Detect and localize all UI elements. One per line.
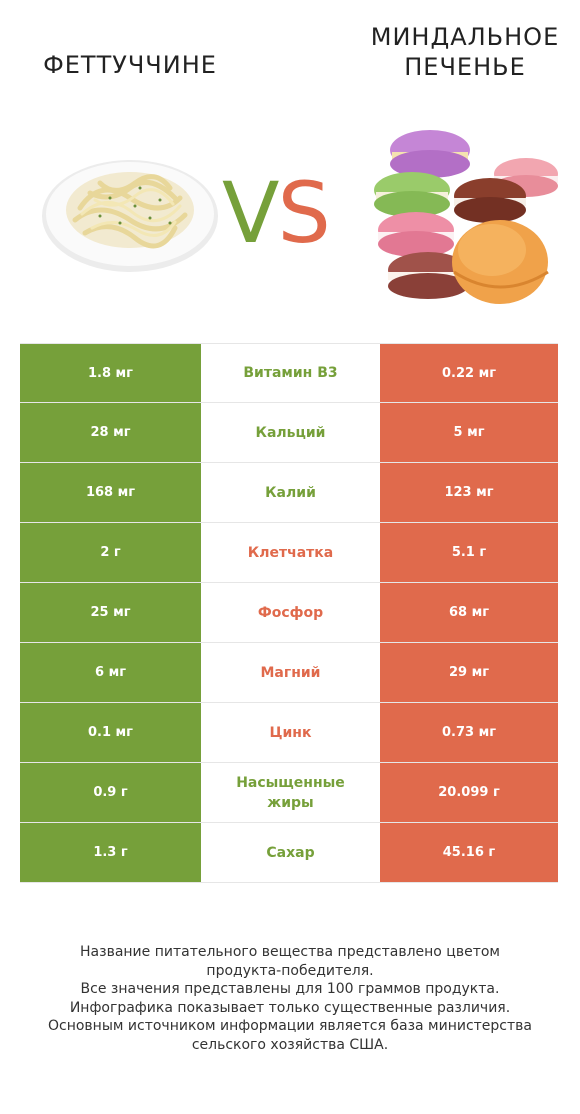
left-value: 25 мг [20, 583, 201, 642]
comparison-row: 28 мг Кальций 5 мг [20, 403, 558, 463]
left-value: 1.3 г [20, 823, 201, 882]
macarons-image [374, 130, 558, 304]
right-food-title-line1: МИНДАЛЬНОЕ [370, 23, 560, 51]
footer-line: Основным источником информации является … [48, 1018, 532, 1034]
left-value: 2 г [20, 523, 201, 582]
right-value: 45.16 г [380, 823, 558, 882]
nutrient-name: Насыщенные жиры [236, 774, 345, 811]
comparison-table: 1.8 мг Витамин B3 0.22 мг 28 мг Кальций 5 мг 1… [20, 343, 558, 883]
vs-s-letter: S [277, 164, 330, 262]
right-value: 68 мг [380, 583, 558, 642]
comparison-row: 0.1 мг Цинк 0.73 мг [20, 703, 558, 763]
nutrient-name: Витамин B3 [243, 365, 338, 381]
right-value: 0.22 мг [380, 344, 558, 402]
nutrient-name: Клетчатка [247, 544, 334, 561]
right-value: 5.1 г [380, 523, 558, 582]
comparison-row: 1.3 г Сахар 45.16 г [20, 823, 558, 883]
nutrient-name: Кальций [255, 424, 326, 441]
nutrient-name: Калий [265, 484, 316, 501]
comparison-row: 168 мг Калий 123 мг [20, 463, 558, 523]
right-value: 5 мг [380, 403, 558, 462]
comparison-row: 2 г Клетчатка 5.1 г [20, 523, 558, 583]
nutrient-name: Сахар [266, 844, 315, 861]
nutrient-name: Магний [260, 664, 321, 681]
comparison-row: 25 мг Фосфор 68 мг [20, 583, 558, 643]
comparison-row: 1.8 мг Витамин B3 0.22 мг [20, 343, 558, 403]
left-food-title: ФЕТТУЧЧИНЕ [43, 51, 217, 79]
vs-v-letter: V [222, 164, 279, 262]
right-food-title-line2: ПЕЧЕНЬЕ [404, 53, 526, 81]
footer-line: продукта-победителя. [206, 962, 374, 979]
right-value: 0.73 мг [380, 703, 558, 762]
right-food-title: МИНДАЛЬНОЕ ПЕЧЕНЬЕ [350, 22, 580, 82]
right-value: 20.099 г [380, 763, 558, 822]
right-value: 123 мг [380, 463, 558, 522]
nutrient-name: Цинк [269, 724, 312, 741]
left-value: 6 мг [20, 643, 201, 702]
left-value: 1.8 мг [20, 344, 201, 402]
left-value: 0.1 мг [20, 703, 201, 762]
left-value: 28 мг [20, 403, 201, 462]
footer-line: Инфографика показывает только существенн… [69, 999, 511, 1016]
footer-line: Название питательного вещества представл… [80, 944, 500, 960]
vs-label: VS [222, 168, 352, 258]
footer-line: Все значения представлены для 100 граммо… [80, 981, 500, 997]
right-value: 29 мг [380, 643, 558, 702]
fettuccine-image [42, 160, 218, 272]
comparison-row: 0.9 г Насыщенные жиры 20.099 г [20, 763, 558, 823]
left-value: 168 мг [20, 463, 201, 522]
footer-line: сельского хозяйства США. [191, 1036, 389, 1053]
left-value: 0.9 г [20, 763, 201, 822]
footer-notes: Название питательного вещества представл… [0, 943, 580, 1054]
nutrient-name: Фосфор [257, 604, 324, 621]
comparison-row: 6 мг Магний 29 мг [20, 643, 558, 703]
